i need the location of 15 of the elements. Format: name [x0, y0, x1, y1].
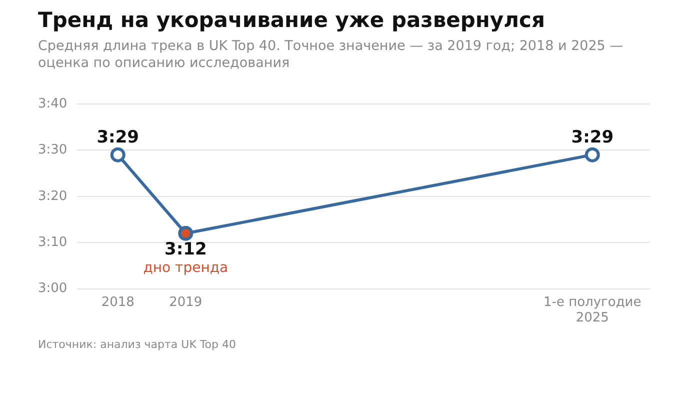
- data-label: 3:12: [164, 239, 207, 260]
- y-tick-label: 3:40: [38, 96, 68, 112]
- y-tick-label: 3:10: [38, 234, 68, 250]
- y-tick-label: 3:20: [38, 188, 68, 204]
- chart-subtitle: Средняя длина трека в UK Top 40. Точное значение — за 2019 год; 2018 и 2025 — оценка по описанию исследования: [38, 38, 624, 72]
- x-tick-label: 2019: [169, 294, 202, 310]
- data-label: 3:29: [571, 128, 614, 148]
- x-tick-label: 2018: [101, 294, 134, 310]
- y-tick-label: 3:30: [38, 142, 68, 158]
- x-tick-label: 1-е полугодие 2025: [543, 294, 642, 326]
- data-label: 3:29: [96, 128, 140, 148]
- y-tick-label: 3:00: [38, 281, 68, 296]
- chart-title: Тренд на укорачивание уже развернулся: [38, 8, 546, 32]
- text: Источник: анализ чарта UK Top 40: [38, 338, 237, 351]
- annotation: дно тренда: [143, 260, 228, 276]
